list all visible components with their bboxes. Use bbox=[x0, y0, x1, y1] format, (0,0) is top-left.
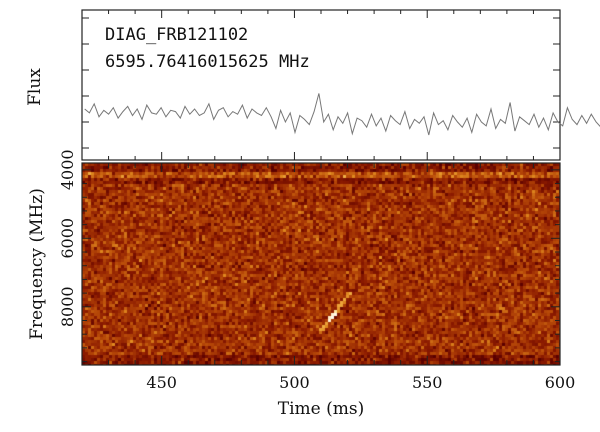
flux-series-line bbox=[84, 93, 600, 136]
x-axis-label: Time (ms) bbox=[278, 399, 364, 419]
spectrum-panel: 450 500 550 600 4000 6000 8000 Time (ms) Freq… bbox=[27, 149, 575, 419]
y-tick-label: 4000 bbox=[58, 149, 77, 190]
x-tick-label: 450 bbox=[146, 373, 177, 392]
y-tick-labels: 4000 6000 8000 bbox=[58, 149, 77, 327]
x-tick-labels: 450 500 550 600 bbox=[146, 373, 575, 392]
flux-ticks bbox=[81, 10, 561, 160]
x-tick-label: 500 bbox=[279, 373, 310, 392]
flux-y-axis-label: Flux bbox=[25, 68, 45, 106]
y-tick-label: 8000 bbox=[58, 286, 77, 327]
flux-panel-frame bbox=[81, 9, 561, 161]
dynamic-spectrum-heatmap bbox=[82, 163, 560, 365]
y-tick-label: 6000 bbox=[58, 218, 77, 259]
x-tick-label: 600 bbox=[545, 373, 576, 392]
y-axis-label: Frequency (MHz) bbox=[27, 188, 47, 340]
spectrum-ticks bbox=[81, 163, 561, 365]
flux-panel: DIAG_FRB121102 6595.76416015625 MHz Flux bbox=[25, 9, 600, 161]
annotation-source: DIAG_FRB121102 bbox=[105, 25, 248, 45]
annotation-frequency: 6595.76416015625 MHz bbox=[105, 52, 310, 72]
x-tick-label: 550 bbox=[412, 373, 443, 392]
